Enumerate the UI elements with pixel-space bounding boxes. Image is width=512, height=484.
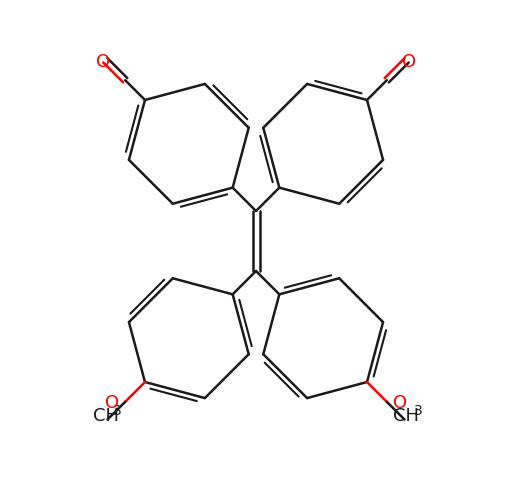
- Text: O: O: [96, 53, 111, 71]
- Text: O: O: [105, 393, 119, 411]
- Text: O: O: [393, 393, 407, 411]
- Text: CH: CH: [93, 407, 118, 424]
- Text: 3: 3: [113, 404, 122, 418]
- Text: 3: 3: [414, 404, 423, 418]
- Text: CH: CH: [394, 407, 419, 424]
- Text: O: O: [401, 53, 416, 71]
